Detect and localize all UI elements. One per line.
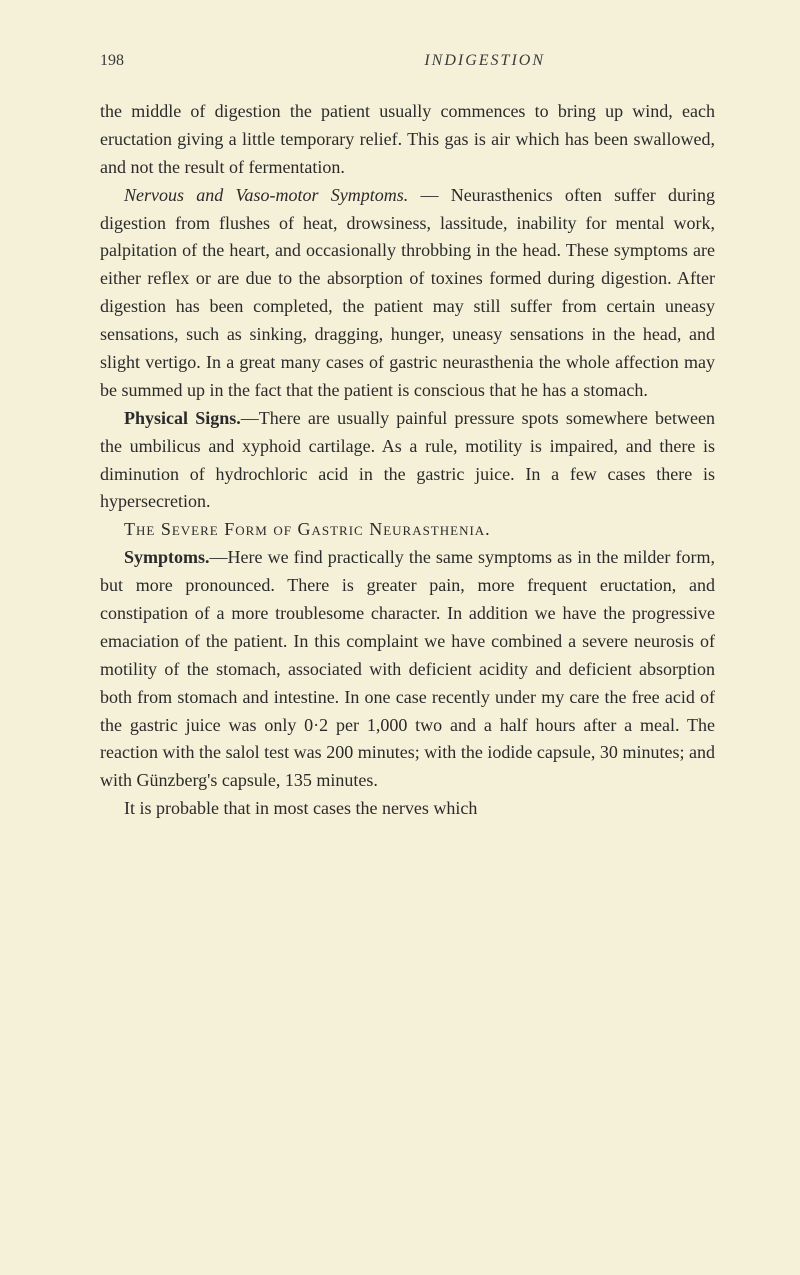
page-number: 198 [100,52,124,70]
nervous-symptoms-heading: Nervous and Vaso-motor Symptoms. [124,185,408,205]
body-text: the middle of digestion the patient usua… [100,98,715,823]
paragraph-5-body: —Here we find practically the same sympt… [100,547,715,790]
paragraph-6: It is probable that in most cases the ne… [100,795,715,823]
page-header: 198 INDIGESTION [100,52,715,70]
paragraph-2: Nervous and Vaso-motor Symptoms. — Neura… [100,182,715,405]
symptoms-heading: Symptoms. [124,547,210,567]
physical-signs-heading: Physical Signs. [124,408,241,428]
paragraph-5: Symptoms.—Here we find practically the s… [100,544,715,795]
running-title: INDIGESTION [424,52,545,70]
paragraph-3: Physical Signs.—There are usually painfu… [100,405,715,517]
paragraph-2-body: — Neurasthenics often suffer during dige… [100,185,715,400]
paragraph-1: the middle of digestion the patient usua… [100,98,715,182]
section-heading-severe-form: The Severe Form of Gastric Neurasthenia. [100,516,715,544]
